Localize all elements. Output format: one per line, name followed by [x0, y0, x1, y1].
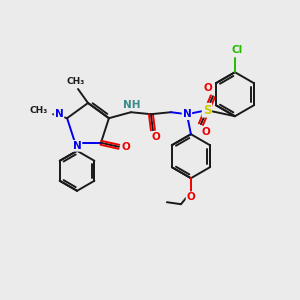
Text: CH₃: CH₃: [30, 106, 48, 115]
Text: N: N: [182, 109, 191, 119]
Text: O: O: [152, 132, 160, 142]
Text: O: O: [202, 127, 210, 137]
Text: CH₃: CH₃: [67, 76, 85, 85]
Text: O: O: [122, 142, 130, 152]
Text: Cl: Cl: [231, 45, 242, 55]
Text: S: S: [203, 104, 211, 117]
Text: O: O: [203, 83, 212, 93]
Text: N: N: [55, 109, 64, 119]
Text: NH: NH: [123, 100, 141, 110]
Text: N: N: [73, 141, 81, 151]
Text: O: O: [187, 192, 195, 202]
